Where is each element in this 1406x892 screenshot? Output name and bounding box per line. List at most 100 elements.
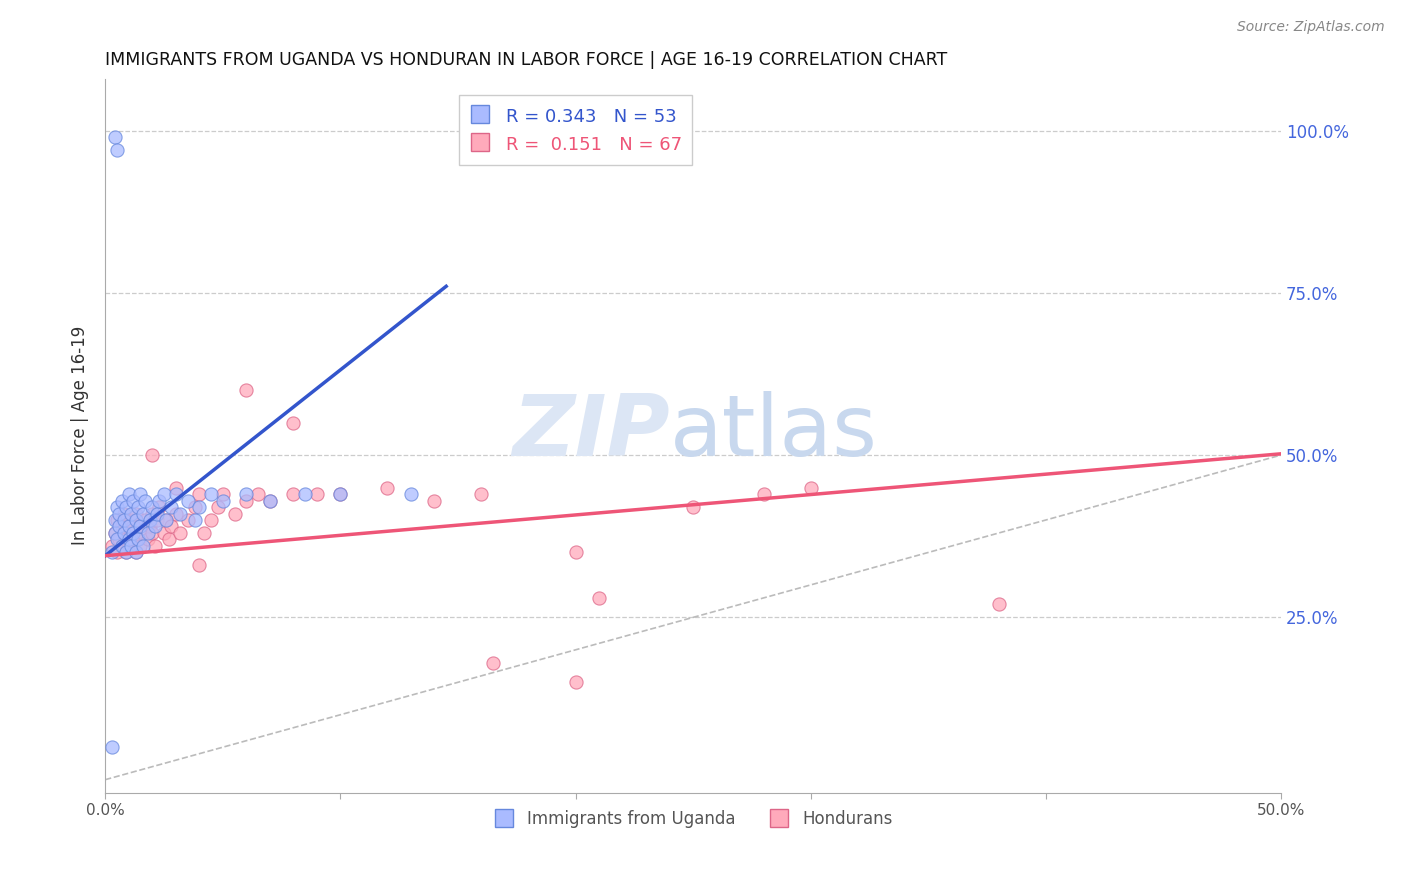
Point — [564, 545, 586, 559]
Point — [148, 500, 170, 514]
Point — [294, 487, 316, 501]
Point — [141, 526, 163, 541]
Point — [193, 526, 215, 541]
Point — [105, 500, 128, 514]
Point — [283, 416, 305, 430]
Point — [111, 519, 134, 533]
Y-axis label: In Labor Force | Age 16-19: In Labor Force | Age 16-19 — [72, 326, 89, 545]
Point — [155, 513, 177, 527]
Point — [146, 513, 169, 527]
Point — [105, 513, 128, 527]
Point — [247, 487, 270, 501]
Point — [125, 507, 148, 521]
Point — [132, 507, 155, 521]
Point — [101, 740, 124, 755]
Text: atlas: atlas — [669, 391, 877, 474]
Point — [305, 487, 328, 501]
Point — [122, 526, 145, 541]
Point — [482, 656, 505, 670]
Point — [188, 558, 211, 573]
Point — [564, 675, 586, 690]
Point — [141, 500, 163, 514]
Point — [127, 533, 149, 547]
Point — [111, 493, 134, 508]
Point — [120, 507, 142, 521]
Point — [134, 493, 156, 508]
Point — [200, 487, 222, 501]
Point — [470, 487, 492, 501]
Point — [235, 383, 257, 397]
Point — [423, 493, 446, 508]
Point — [115, 545, 138, 559]
Point — [283, 487, 305, 501]
Point — [235, 493, 257, 508]
Point — [132, 526, 155, 541]
Text: ZIP: ZIP — [512, 391, 669, 474]
Point — [125, 513, 148, 527]
Point — [115, 533, 138, 547]
Point — [176, 513, 198, 527]
Point — [682, 500, 704, 514]
Point — [122, 493, 145, 508]
Point — [139, 519, 162, 533]
Point — [104, 526, 127, 541]
Point — [153, 526, 176, 541]
Point — [111, 539, 134, 553]
Point — [112, 513, 135, 527]
Point — [200, 513, 222, 527]
Point — [118, 519, 141, 533]
Point — [155, 513, 177, 527]
Point — [108, 507, 131, 521]
Point — [148, 493, 170, 508]
Point — [169, 526, 191, 541]
Point — [165, 487, 187, 501]
Point — [588, 591, 610, 605]
Point — [105, 533, 128, 547]
Point — [183, 500, 205, 514]
Point — [120, 539, 142, 553]
Point — [259, 493, 281, 508]
Point — [139, 513, 162, 527]
Point — [112, 526, 135, 541]
Point — [143, 519, 166, 533]
Point — [132, 539, 155, 553]
Point — [165, 481, 187, 495]
Point — [129, 519, 152, 533]
Point — [165, 507, 187, 521]
Point — [101, 545, 124, 559]
Point — [120, 513, 142, 527]
Text: IMMIGRANTS FROM UGANDA VS HONDURAN IN LABOR FORCE | AGE 16-19 CORRELATION CHART: IMMIGRANTS FROM UGANDA VS HONDURAN IN LA… — [105, 51, 948, 69]
Point — [183, 513, 205, 527]
Point — [141, 507, 163, 521]
Point — [211, 487, 233, 501]
Point — [115, 500, 138, 514]
Point — [120, 526, 142, 541]
Point — [129, 487, 152, 501]
Point — [134, 513, 156, 527]
Point — [211, 493, 233, 508]
Point — [399, 487, 422, 501]
Point — [235, 487, 257, 501]
Point — [160, 500, 183, 514]
Point — [157, 533, 180, 547]
Point — [136, 526, 159, 541]
Point — [108, 533, 131, 547]
Point — [800, 481, 823, 495]
Point — [104, 526, 127, 541]
Point — [112, 507, 135, 521]
Point — [224, 507, 246, 521]
Point — [752, 487, 775, 501]
Point — [169, 507, 191, 521]
Point — [176, 493, 198, 508]
Point — [101, 539, 124, 553]
Point — [987, 598, 1010, 612]
Point — [141, 448, 163, 462]
Point — [125, 545, 148, 559]
Point — [136, 533, 159, 547]
Point — [259, 493, 281, 508]
Point — [105, 545, 128, 559]
Point — [188, 500, 211, 514]
Point — [122, 519, 145, 533]
Point — [377, 481, 399, 495]
Point — [104, 513, 127, 527]
